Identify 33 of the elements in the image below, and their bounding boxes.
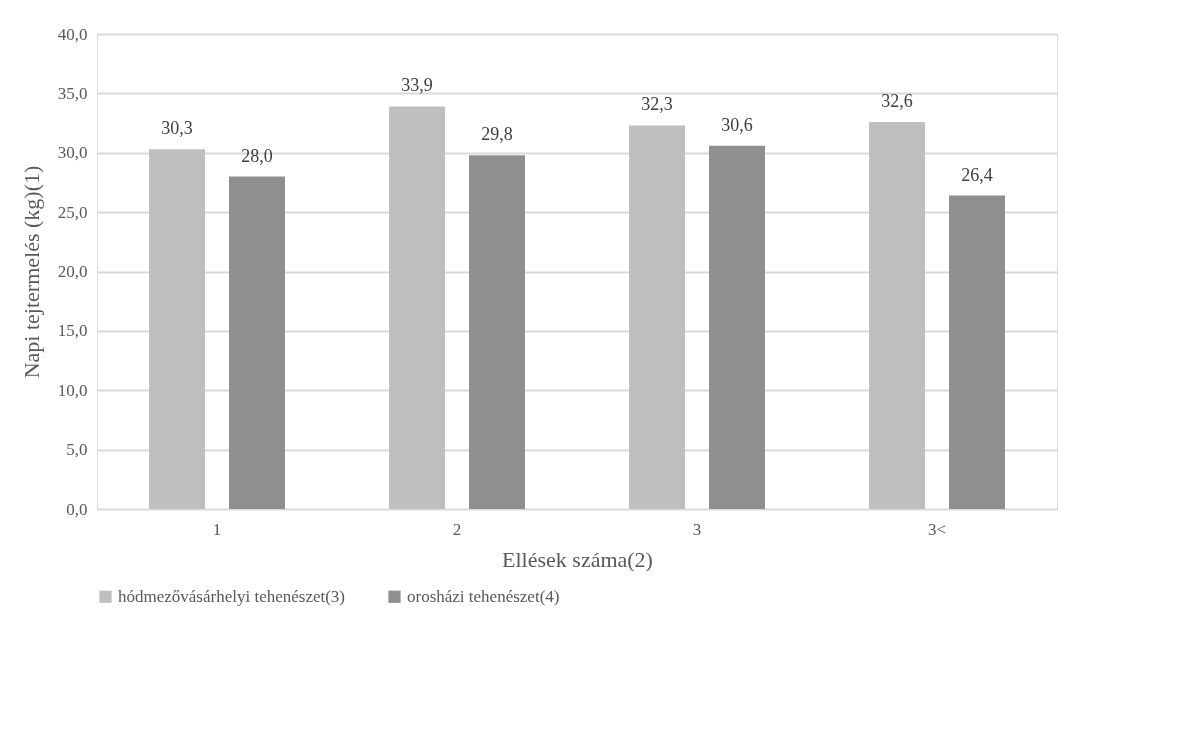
data-label: 33,9 [401, 75, 433, 96]
bar [949, 195, 1005, 509]
y-tick-label: 15,0 [57, 321, 88, 341]
data-label: 26,4 [961, 164, 993, 185]
y-tick-label: 0,0 [66, 499, 88, 519]
legend-label: hódmezővásárhelyi tehenészet(3) [118, 586, 346, 606]
y-axis-title: Napi tejtermelés (kg)(1) [18, 165, 44, 379]
x-tick-label: 1 [212, 519, 222, 539]
y-tick-label: 30,0 [57, 143, 88, 163]
bar [149, 149, 205, 509]
data-label: 30,3 [161, 118, 193, 139]
data-label: 32,3 [641, 94, 673, 115]
data-label: 32,6 [881, 90, 913, 111]
y-tick-label: 35,0 [57, 83, 88, 103]
bar [629, 125, 685, 509]
x-tick-label: 3< [927, 519, 947, 539]
y-tick-label: 20,0 [57, 262, 88, 281]
bar [389, 106, 445, 509]
bar [709, 145, 765, 509]
data-label: 29,8 [481, 124, 513, 145]
legend-label: orosházi tehenészet(4) [407, 586, 560, 606]
y-tick-label: 10,0 [57, 380, 88, 400]
y-tick-label: 5,0 [66, 440, 88, 460]
bar [229, 176, 285, 509]
x-tick-label: 2 [452, 519, 462, 539]
data-label: 30,6 [721, 114, 753, 135]
y-tick-label: 40,0 [57, 24, 88, 44]
y-tick-label: 25,0 [57, 202, 88, 222]
data-label: 28,0 [241, 145, 273, 166]
bar [469, 155, 525, 509]
x-axis-title: Ellések száma(2) [502, 546, 653, 572]
x-tick-label: 3 [692, 519, 702, 539]
bar [869, 121, 925, 509]
